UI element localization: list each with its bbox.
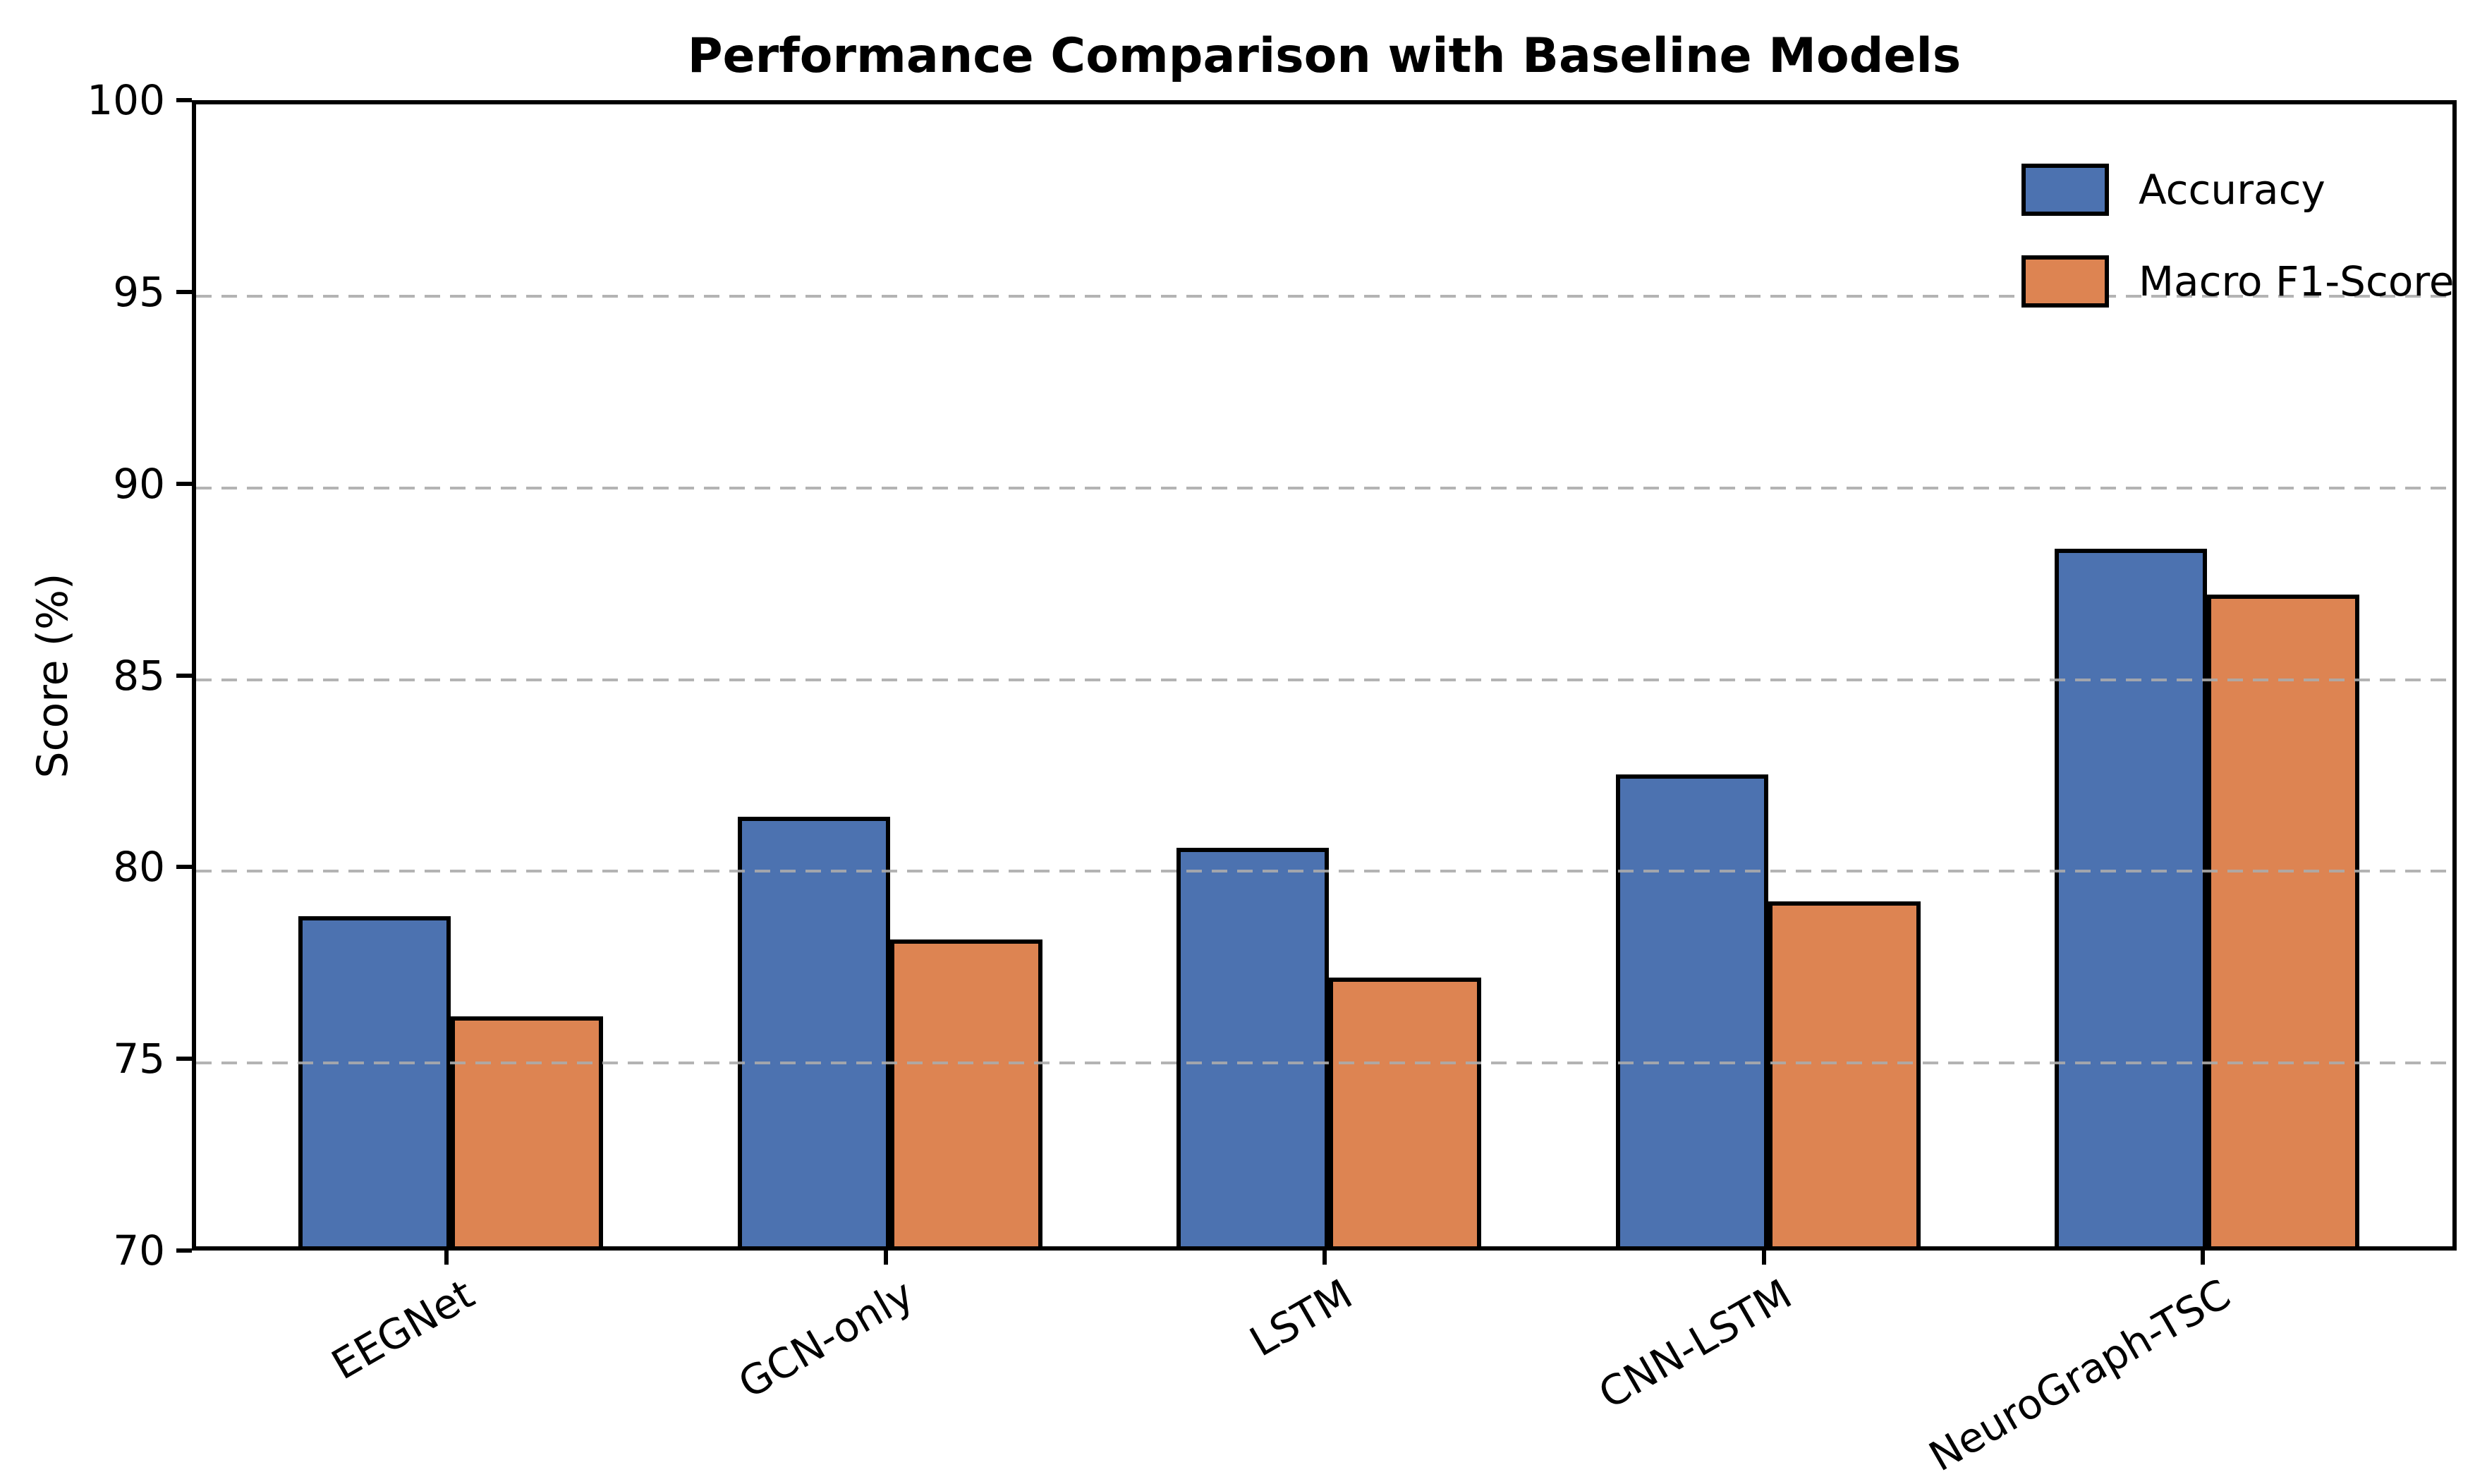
legend-row-accuracy: Accuracy xyxy=(2021,164,2455,216)
legend: Accuracy Macro F1-Score xyxy=(2021,164,2455,347)
legend-row-macro-f1-score: Macro F1-Score xyxy=(2021,255,2455,308)
ytick-label-90: 90 xyxy=(113,459,165,508)
gridline-75 xyxy=(196,1062,2452,1065)
xtick-mark-cnn-lstm xyxy=(1761,1251,1766,1265)
xtick-label-cnn-lstm: CNN-LSTM xyxy=(1590,1270,1799,1418)
bar-macro-f1-score-cnn-lstm xyxy=(1768,901,1921,1246)
bar-macro-f1-score-eegnet xyxy=(451,1016,603,1246)
gridline-85 xyxy=(196,678,2452,681)
bar-macro-f1-score-lstm xyxy=(1329,978,1481,1246)
legend-label: Macro F1-Score xyxy=(2139,257,2455,305)
bar-accuracy-lstm xyxy=(1176,847,1329,1246)
ytick-label-95: 95 xyxy=(113,267,165,316)
chart-title: Performance Comparison with Baseline Mod… xyxy=(687,28,1962,84)
bar-accuracy-eegnet xyxy=(298,916,451,1246)
ytick-label-80: 80 xyxy=(113,843,165,892)
ytick-mark-70 xyxy=(176,1248,192,1253)
xtick-mark-lstm xyxy=(1322,1251,1327,1265)
ytick-mark-75 xyxy=(176,1057,192,1062)
xtick-label-gcn-only: GCN-only xyxy=(730,1270,921,1409)
bar-accuracy-cnn-lstm xyxy=(1615,774,1768,1246)
gridline-95 xyxy=(196,294,2452,298)
ytick-label-75: 75 xyxy=(113,1035,165,1083)
ytick-label-85: 85 xyxy=(113,651,165,700)
legend-swatch-icon xyxy=(2021,255,2109,308)
ytick-label-70: 70 xyxy=(113,1227,165,1275)
gridline-90 xyxy=(196,486,2452,489)
xtick-label-lstm: LSTM xyxy=(1241,1270,1361,1366)
ytick-mark-100 xyxy=(176,98,192,102)
bar-accuracy-gcn-only xyxy=(737,817,890,1246)
ytick-mark-80 xyxy=(176,865,192,870)
ytick-label-100: 100 xyxy=(87,76,165,124)
ytick-mark-95 xyxy=(176,289,192,294)
xtick-mark-gcn-only xyxy=(883,1251,888,1265)
ytick-mark-90 xyxy=(176,481,192,486)
legend-swatch-icon xyxy=(2021,164,2109,216)
gridline-80 xyxy=(196,870,2452,873)
bar-macro-f1-score-gcn-only xyxy=(889,939,1042,1246)
ytick-mark-85 xyxy=(176,673,192,678)
xtick-label-neurograph-tsc: NeuroGraph-TSC xyxy=(1921,1270,2239,1481)
xtick-label-eegnet: EEGNet xyxy=(323,1270,482,1389)
xtick-mark-eegnet xyxy=(444,1251,449,1265)
xtick-mark-neurograph-tsc xyxy=(2201,1251,2205,1265)
bar-macro-f1-score-neurograph-tsc xyxy=(2207,594,2359,1246)
plot-inner xyxy=(196,104,2452,1246)
legend-label: Accuracy xyxy=(2139,166,2325,214)
bar-accuracy-neurograph-tsc xyxy=(2055,548,2207,1246)
